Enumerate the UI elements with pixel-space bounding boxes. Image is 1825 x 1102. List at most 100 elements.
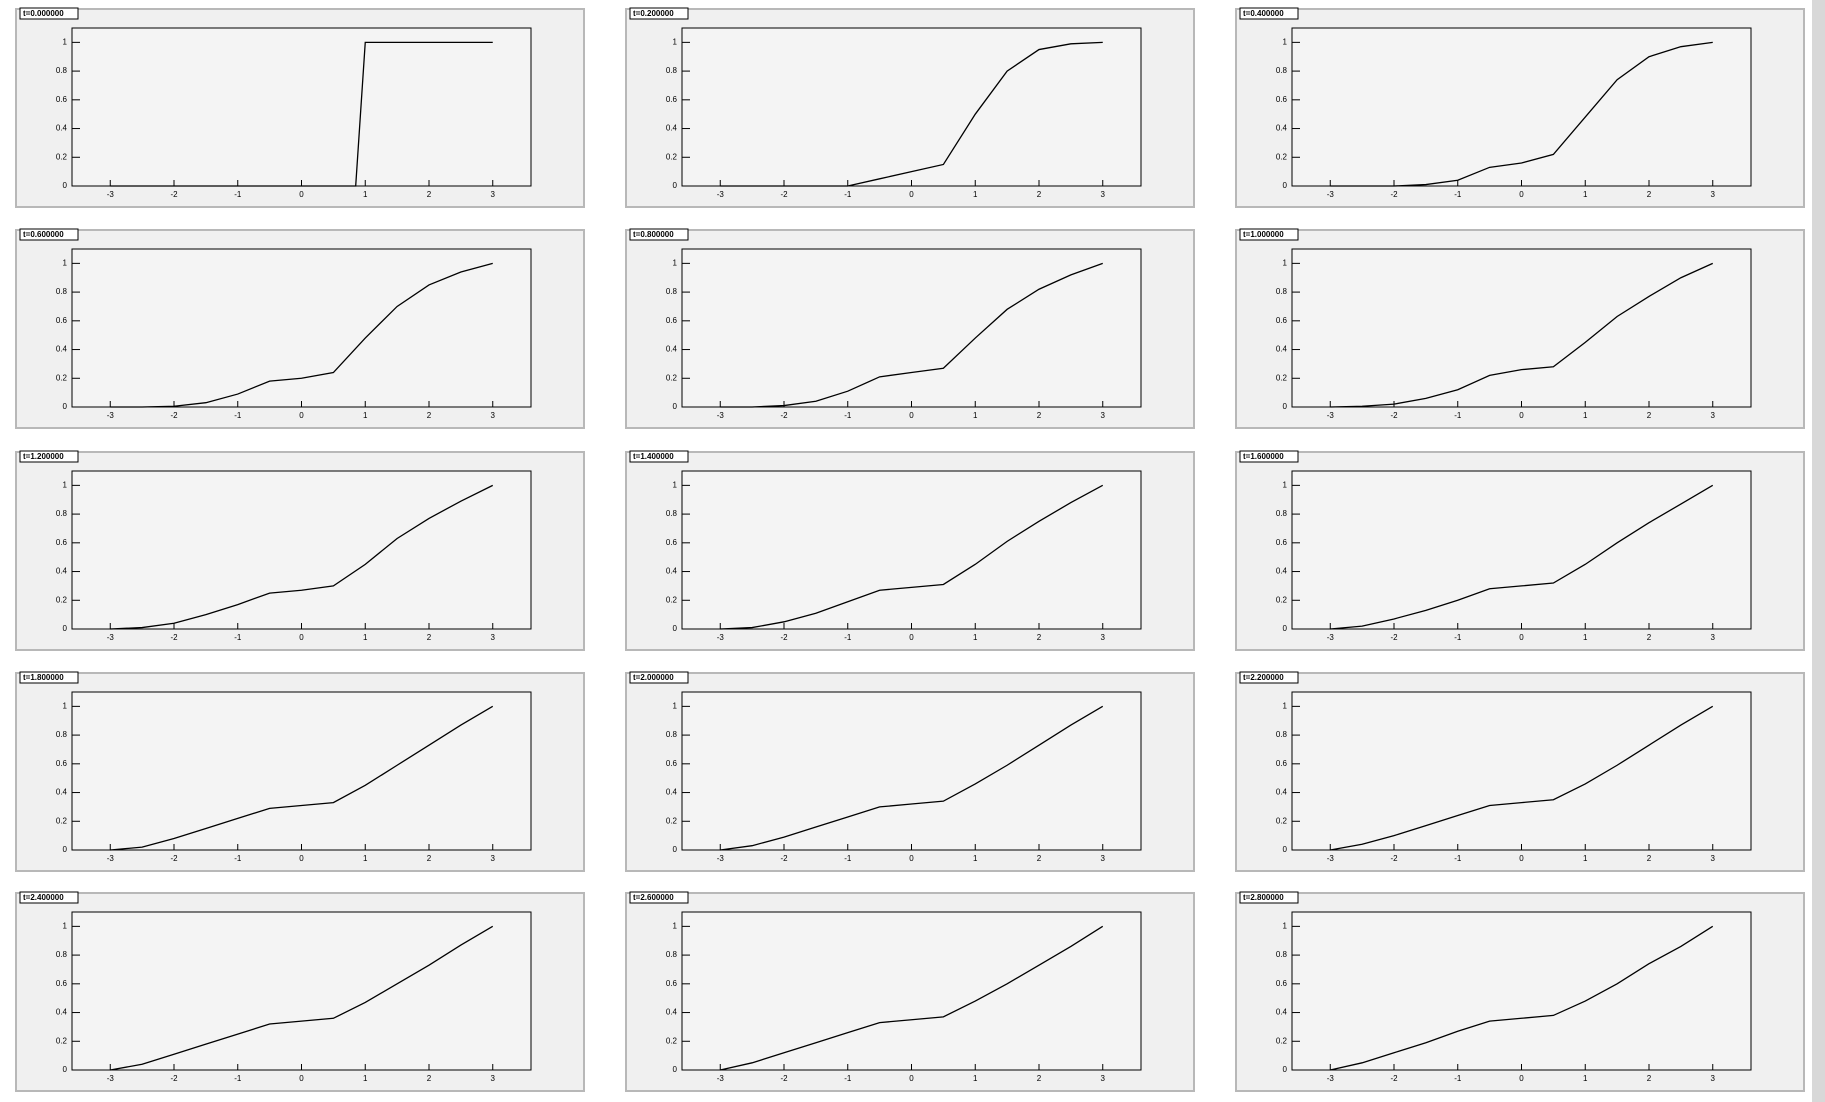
x-tick-label: 0 — [1519, 854, 1524, 863]
y-tick-label: 0 — [1283, 1065, 1288, 1074]
y-tick-label: 0.2 — [56, 816, 68, 825]
y-tick-label: 0 — [63, 402, 68, 411]
x-tick-label: 1 — [1583, 633, 1588, 642]
x-tick-label: -2 — [780, 854, 788, 863]
x-tick-label: 3 — [1101, 854, 1106, 863]
x-tick-label: -1 — [1454, 1074, 1462, 1083]
y-tick-label: 0.6 — [666, 95, 678, 104]
x-tick-label: 0 — [909, 190, 914, 199]
data-line — [110, 262, 493, 408]
y-tick-label: 0.8 — [56, 730, 68, 739]
x-tick-label: 3 — [1711, 633, 1716, 642]
x-tick-label: 3 — [491, 1074, 496, 1083]
x-tick-label: -3 — [107, 633, 115, 642]
y-tick-label: 0.8 — [1276, 509, 1288, 518]
y-tick-label: 0.6 — [666, 979, 678, 988]
title-box — [1239, 671, 1299, 684]
x-tick-label: -2 — [170, 1074, 178, 1083]
x-tick-label: -3 — [1327, 411, 1335, 420]
x-tick-label: -2 — [170, 633, 178, 642]
y-tick-label: 0.4 — [56, 124, 68, 133]
x-tick-label: 0 — [909, 633, 914, 642]
x-tick-label: -1 — [234, 411, 242, 420]
y-tick-label: 0.4 — [666, 345, 678, 354]
plot-area — [1291, 691, 1752, 851]
panel: 0 0.2 0.4 0.6 0.8 1 -3 -2 -1 0 1 2 3 t=1.200000 — [15, 450, 585, 651]
x-tick-label: -3 — [717, 411, 725, 420]
x-tick-label: -2 — [1390, 411, 1398, 420]
y-tick-label: 0.2 — [666, 816, 678, 825]
x-tick-label: 1 — [1583, 1074, 1588, 1083]
y-tick-label: 1 — [673, 37, 678, 46]
x-tick-label: 3 — [1711, 1074, 1716, 1083]
x-tick-label: 0 — [299, 1074, 304, 1083]
data-line — [720, 925, 1104, 1071]
y-tick-label: 1 — [1283, 701, 1288, 710]
plot-area — [71, 691, 532, 851]
panel: 0 0.2 0.4 0.6 0.8 1 -3 -2 -1 0 1 2 3 t=0.400000 — [1235, 7, 1805, 208]
title-box — [19, 671, 79, 684]
panel-title: t=2.200000 — [1243, 673, 1284, 682]
panel-title: t=0.000000 — [23, 9, 64, 18]
panel: 0 0.2 0.4 0.6 0.8 1 -3 -2 -1 0 1 2 3 t=0.200000 — [625, 7, 1195, 208]
x-tick-label: 0 — [909, 1074, 914, 1083]
y-tick-label: 0.4 — [666, 567, 678, 576]
title-box — [629, 450, 689, 463]
panel-title: t=2.600000 — [633, 893, 674, 902]
x-tick-label: -1 — [844, 411, 852, 420]
panel: 0 0.2 0.4 0.6 0.8 1 -3 -2 -1 0 1 2 3 t=1.600000 — [1235, 450, 1805, 651]
y-tick-label: 1 — [1283, 480, 1288, 489]
y-tick-label: 0.6 — [56, 979, 68, 988]
panel: 0 0.2 0.4 0.6 0.8 1 -3 -2 -1 0 1 2 3 t=2.400000 — [15, 891, 585, 1092]
x-tick-label: -2 — [780, 633, 788, 642]
data-line — [720, 484, 1104, 630]
y-tick-label: 0 — [673, 181, 678, 190]
y-tick-label: 0.6 — [666, 759, 678, 768]
x-tick-label: 2 — [1647, 411, 1652, 420]
x-tick-label: -3 — [717, 1074, 725, 1083]
panel: 0 0.2 0.4 0.6 0.8 1 -3 -2 -1 0 1 2 3 t=1.400000 — [625, 450, 1195, 651]
x-tick-label: 1 — [1583, 411, 1588, 420]
x-tick-label: 2 — [1647, 633, 1652, 642]
x-tick-label: -3 — [107, 854, 115, 863]
y-tick-label: 0.8 — [56, 950, 68, 959]
y-tick-label: 0.4 — [666, 124, 678, 133]
x-tick-label: -3 — [717, 190, 725, 199]
plot-area — [71, 911, 532, 1071]
x-tick-label: -1 — [844, 854, 852, 863]
data-line — [110, 484, 494, 630]
x-tick-label: -1 — [1454, 633, 1462, 642]
x-tick-label: 2 — [1037, 854, 1042, 863]
plot-area — [681, 911, 1142, 1071]
x-tick-label: 1 — [363, 854, 368, 863]
panel: 0 0.2 0.4 0.6 0.8 1 -3 -2 -1 0 1 2 3 t=2.200000 — [1235, 671, 1805, 872]
x-tick-label: -2 — [170, 854, 178, 863]
x-tick-label: -3 — [1327, 1074, 1335, 1083]
data-line — [720, 705, 1104, 851]
y-tick-label: 0.8 — [56, 287, 68, 296]
x-tick-label: 2 — [427, 190, 432, 199]
x-tick-label: -1 — [234, 854, 242, 863]
title-box — [1239, 450, 1299, 463]
x-tick-label: 2 — [427, 854, 432, 863]
y-tick-label: 0.2 — [56, 373, 68, 382]
y-tick-label: 1 — [63, 701, 68, 710]
y-tick-label: 0.2 — [666, 1036, 678, 1045]
panel-title: t=1.600000 — [1243, 452, 1284, 461]
x-tick-label: -2 — [170, 190, 178, 199]
y-tick-label: 0.4 — [666, 1008, 678, 1017]
x-tick-label: 0 — [909, 411, 914, 420]
y-tick-label: 1 — [63, 37, 68, 46]
y-tick-label: 0.2 — [56, 152, 68, 161]
y-tick-label: 0.8 — [1276, 950, 1288, 959]
plot-area — [1291, 27, 1752, 187]
panel-title: t=0.200000 — [633, 9, 674, 18]
data-line — [1330, 41, 1713, 187]
x-tick-label: -2 — [1390, 854, 1398, 863]
x-tick-label: -1 — [1454, 854, 1462, 863]
y-tick-label: 0.4 — [1276, 124, 1288, 133]
y-tick-label: 0 — [63, 181, 68, 190]
title-box — [1239, 228, 1299, 241]
x-tick-label: 2 — [1037, 411, 1042, 420]
title-box — [19, 450, 79, 463]
